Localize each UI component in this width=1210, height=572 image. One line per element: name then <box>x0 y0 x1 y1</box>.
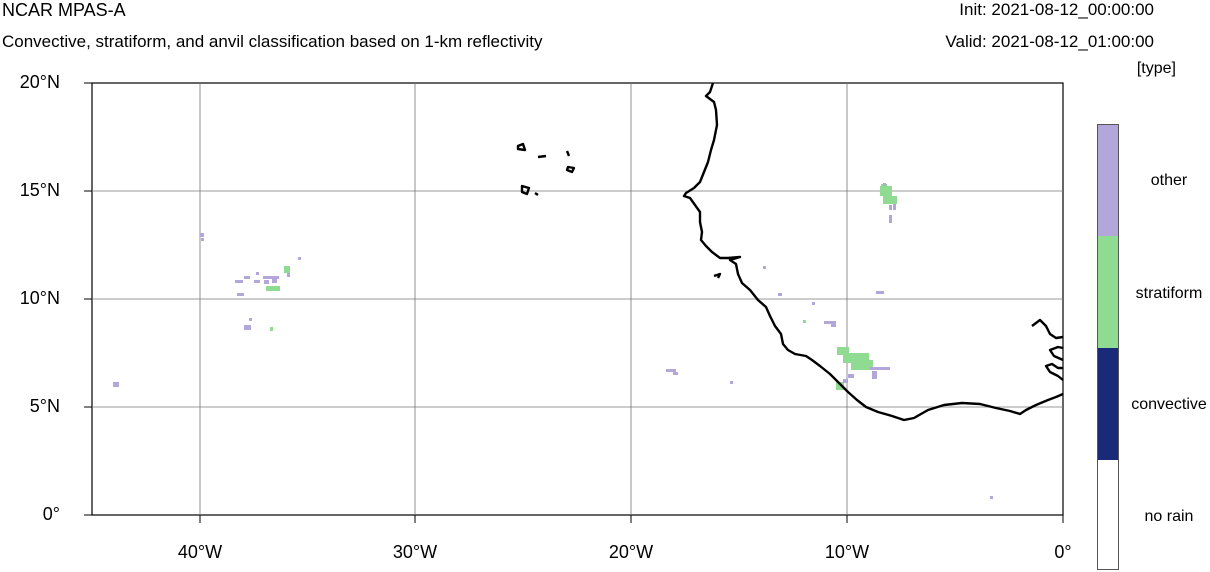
other-cluster-north <box>883 183 896 223</box>
init-time: Init: 2021-08-12_00:00:00 <box>959 0 1154 19</box>
y-tick-label-5n: 5°N <box>29 396 60 416</box>
y-tick-label-20n: 20°N <box>19 72 60 92</box>
stratiform-cluster-north <box>880 184 897 204</box>
x-tick-label-20w: 20°W <box>608 542 654 562</box>
legend-units: [type] <box>1136 60 1176 77</box>
other-cluster-south <box>666 266 993 499</box>
stratiform-cluster-south <box>803 320 873 390</box>
other-cluster-west <box>113 233 301 387</box>
west-africa-coastline <box>682 82 1064 422</box>
legend-label-other: other <box>1150 172 1188 189</box>
legend-swatch-convective <box>1098 348 1118 460</box>
x-tick-label-0: 0° <box>1054 542 1072 562</box>
legend-label-convective: convective <box>1131 396 1207 413</box>
x-tick-label-40w: 40°W <box>177 542 223 562</box>
stratiform-cluster-west <box>266 266 290 331</box>
y-tick-label-15n: 15°N <box>19 180 60 200</box>
coastlines <box>516 82 1064 422</box>
y-tick-label-0: 0° <box>42 504 60 524</box>
precip-pixels <box>113 183 993 499</box>
map-subtitle: Convective, stratiform, and anvil classi… <box>2 32 543 51</box>
guinea-bissau-islands <box>713 272 722 279</box>
x-tick-label-10w: 10°W <box>824 542 870 562</box>
legend-swatch-other <box>1098 125 1118 236</box>
map-title: NCAR MPAS-A <box>2 0 126 20</box>
tick-marks <box>84 82 1064 523</box>
gridlines <box>92 83 1063 515</box>
legend-colorbar <box>1097 124 1119 570</box>
legend-label-stratiform: stratiform <box>1135 285 1203 302</box>
y-tick-label-10n: 10°N <box>19 288 60 308</box>
cape-verde-islands <box>516 142 576 196</box>
legend-swatch-no-rain <box>1098 460 1118 569</box>
x-tick-label-30w: 30°W <box>392 542 438 562</box>
legend-label-no-rain: no rain <box>1144 508 1194 525</box>
nigeria-coast <box>1031 318 1064 381</box>
legend-swatch-stratiform <box>1098 236 1118 348</box>
valid-time: Valid: 2021-08-12_01:00:00 <box>945 32 1154 51</box>
